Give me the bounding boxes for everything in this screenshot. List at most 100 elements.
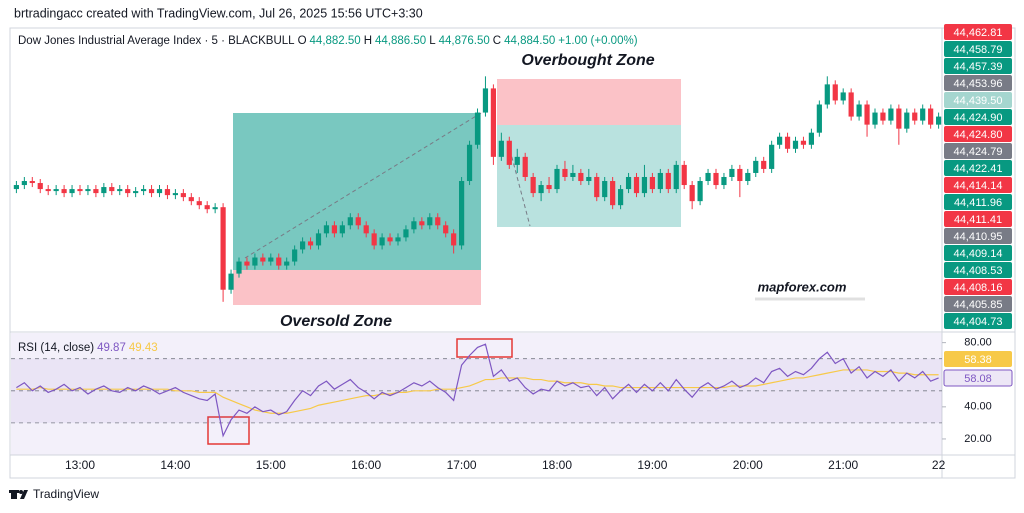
candle-body xyxy=(618,189,624,206)
x-tick-label: 21:00 xyxy=(828,458,858,472)
price-tag-label: 44,409.14 xyxy=(954,248,1003,260)
highlight-box xyxy=(207,416,250,445)
candle-body xyxy=(681,164,687,186)
candle-body xyxy=(268,257,274,262)
candle-body xyxy=(856,104,862,117)
candle-body xyxy=(578,172,584,182)
candle-body xyxy=(928,108,934,125)
candle-body xyxy=(172,193,178,196)
price-tag xyxy=(944,177,1012,193)
candles xyxy=(13,76,942,302)
candle-body xyxy=(220,207,226,290)
symbol: Dow Jones Industrial Average Index · 5 ·… xyxy=(18,35,295,47)
ohlc-key: L xyxy=(429,35,436,47)
candle-body xyxy=(705,172,711,182)
price-tag-label: 44,462.81 xyxy=(954,27,1003,39)
candle-body xyxy=(244,261,250,266)
candle-body xyxy=(713,172,719,186)
candle-body xyxy=(125,189,131,194)
candle-body xyxy=(355,217,361,226)
y-tick-label: 20.00 xyxy=(964,433,992,445)
candle-body xyxy=(474,112,481,145)
price-tag-label: 44,424.80 xyxy=(954,129,1003,141)
candle-body xyxy=(800,140,807,145)
series-tag-label: 58.38 xyxy=(964,354,992,366)
price-legend: Dow Jones Industrial Average Index · 5 ·… xyxy=(18,35,638,47)
candle-body xyxy=(498,140,504,157)
candle-body xyxy=(339,225,345,234)
candle-body xyxy=(156,189,163,194)
candle-body xyxy=(228,273,234,290)
price-tag-label: 44,404.73 xyxy=(954,316,1003,328)
candle-body xyxy=(824,84,830,105)
candle-body xyxy=(164,189,171,196)
price-tag-label: 44,457.39 xyxy=(954,61,1003,73)
y-tick-label: 80.00 xyxy=(964,337,992,349)
candle-body xyxy=(451,233,457,246)
candle-body xyxy=(904,112,910,129)
ohlc-value: 44,886.50 xyxy=(375,35,427,47)
candle-body xyxy=(212,207,218,210)
candle-body xyxy=(665,172,671,190)
candle-body xyxy=(848,92,854,117)
candle-body xyxy=(331,225,337,234)
candle-body xyxy=(633,176,640,194)
candle-body xyxy=(490,88,496,157)
series-tag-label: 58.08 xyxy=(964,373,992,385)
candle-body xyxy=(554,168,560,190)
overbought-label: Overbought Zone xyxy=(521,52,654,69)
candle-body xyxy=(936,116,942,125)
price-tag-label: 44,458.79 xyxy=(954,44,1003,56)
candle-body xyxy=(260,257,266,262)
candle-body xyxy=(808,132,814,145)
oversold-label: Oversold Zone xyxy=(280,313,392,330)
x-tick-label: 20:00 xyxy=(733,458,763,472)
candle-body xyxy=(45,189,51,192)
candle-body xyxy=(880,112,886,121)
candle-body xyxy=(148,189,155,194)
candle-body xyxy=(133,191,139,194)
candle-body xyxy=(284,261,290,266)
candle-body xyxy=(379,237,385,246)
price-tag xyxy=(944,160,1012,176)
price-tag-label: 44,422.41 xyxy=(954,163,1003,175)
rsi-line xyxy=(16,343,939,438)
candle-body xyxy=(77,189,83,192)
price-tag xyxy=(944,211,1012,227)
chart-frame xyxy=(9,27,1016,479)
x-tick-label: 14:00 xyxy=(160,458,190,472)
y-tick-label: 40.00 xyxy=(964,401,992,413)
candle-body xyxy=(363,225,369,234)
caption: brtradingacc created with TradingView.co… xyxy=(14,6,423,20)
candle-body xyxy=(769,144,775,169)
ohlc-value: 44,882.50 xyxy=(309,35,361,47)
candle-body xyxy=(761,160,767,169)
candle-body xyxy=(85,189,91,192)
candle-body xyxy=(101,187,107,194)
price-tag-label: 44,439.50 xyxy=(954,95,1003,107)
candle-body xyxy=(816,104,822,133)
candle-body xyxy=(29,181,35,184)
price-tag xyxy=(944,92,1012,108)
candle-body xyxy=(697,181,703,202)
candle-body xyxy=(196,201,202,206)
candle-body xyxy=(435,217,441,226)
candle-body xyxy=(427,217,433,226)
trend-arrow xyxy=(509,149,531,227)
price-tag xyxy=(944,58,1012,74)
ohlc-value: 44,884.50 xyxy=(504,35,556,47)
candle-body xyxy=(602,181,608,198)
series-tag xyxy=(943,369,1013,387)
candle-body xyxy=(586,176,592,182)
price-tag-label: 44,408.53 xyxy=(954,265,1003,277)
candle-body xyxy=(872,112,878,125)
candle-body xyxy=(395,237,401,242)
price-tag xyxy=(944,296,1012,312)
candle-body xyxy=(649,176,655,190)
candle-body xyxy=(920,108,926,121)
x-tick-label: 13:00 xyxy=(65,458,95,472)
price-tag xyxy=(944,75,1012,91)
ohlc-key: H xyxy=(363,35,373,47)
candle-body xyxy=(840,92,846,101)
